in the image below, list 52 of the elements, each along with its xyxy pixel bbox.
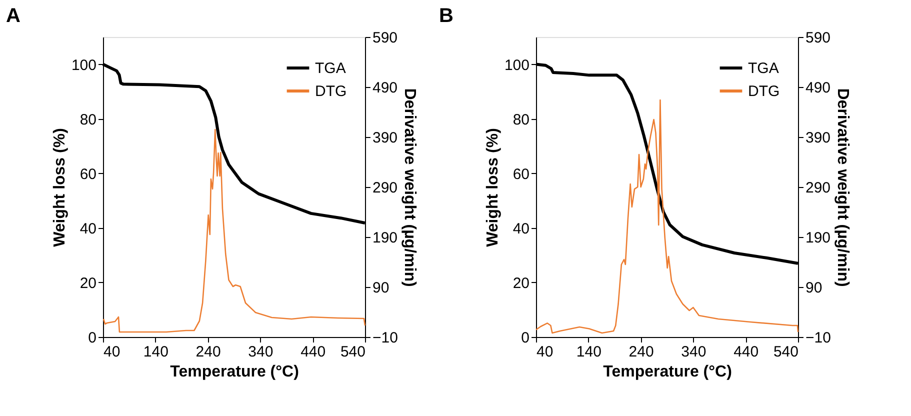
x-tick-label: 240 — [196, 344, 221, 360]
y2-tick-label: 190 — [806, 230, 831, 246]
x-tick-label: 440 — [300, 344, 326, 360]
y2-tick-label: 90 — [806, 280, 822, 296]
legend-label: TGA — [315, 60, 346, 77]
x-tick-label: 140 — [143, 344, 168, 360]
y-tick-label: 100 — [504, 56, 530, 74]
line-series — [102, 128, 366, 333]
y2-axis-title: Derivative weight (µg/min) — [834, 88, 851, 287]
x-tick-label: 540 — [773, 344, 798, 360]
y2-tick-label: −10 — [806, 330, 831, 346]
y-tick-label: 0 — [521, 330, 530, 346]
y-tick-label: 40 — [80, 220, 96, 238]
y2-tick-label: 90 — [372, 280, 390, 296]
chart-title: A — [6, 5, 20, 27]
x-tick-label: 440 — [734, 344, 759, 360]
legend-label: TGA — [748, 60, 779, 77]
y2-tick-label: 490 — [372, 80, 398, 96]
y-tick-label: 100 — [71, 56, 96, 74]
x-tick-label: 240 — [628, 344, 654, 360]
y2-tick-label: 390 — [372, 130, 398, 146]
x-tick-label: 40 — [536, 344, 554, 360]
y-tick-label: 80 — [512, 111, 530, 128]
x-tick-label: 40 — [104, 344, 120, 360]
chart-title: B — [438, 5, 454, 27]
y2-tick-label: 490 — [806, 80, 831, 96]
y2-tick-label: 590 — [372, 30, 398, 46]
y-tick-label: 40 — [512, 220, 530, 238]
y-axis-title: Weight loss (%) — [484, 128, 502, 247]
x-tick-label: 140 — [576, 344, 602, 360]
y-tick-label: 20 — [512, 274, 530, 292]
y2-tick-label: 190 — [372, 230, 398, 246]
x-axis-title: Temperature (°C) — [170, 364, 299, 380]
x-tick-label: 340 — [248, 344, 274, 360]
line-series — [535, 99, 799, 334]
y-tick-label: 60 — [80, 166, 96, 183]
y-tick-label: 60 — [512, 166, 530, 183]
y-axis-title: Weight loss (%) — [51, 128, 68, 247]
x-tick-label: 340 — [681, 344, 706, 360]
y2-tick-label: 290 — [806, 180, 831, 196]
y2-axis-title: Derivative weight (µg/min) — [400, 88, 418, 287]
legend-label: DTG — [748, 83, 780, 100]
x-tick-label: 540 — [340, 344, 366, 360]
y-tick-label: 20 — [80, 274, 96, 292]
y-tick-label: 80 — [80, 111, 96, 128]
y2-tick-label: 290 — [372, 180, 398, 196]
y2-tick-label: 390 — [806, 130, 831, 146]
legend-label: DTG — [315, 83, 347, 100]
y2-tick-label: −10 — [372, 330, 398, 346]
y-tick-label: 0 — [88, 330, 96, 346]
x-axis-title: Temperature (°C) — [603, 364, 732, 380]
y2-tick-label: 590 — [806, 30, 831, 46]
